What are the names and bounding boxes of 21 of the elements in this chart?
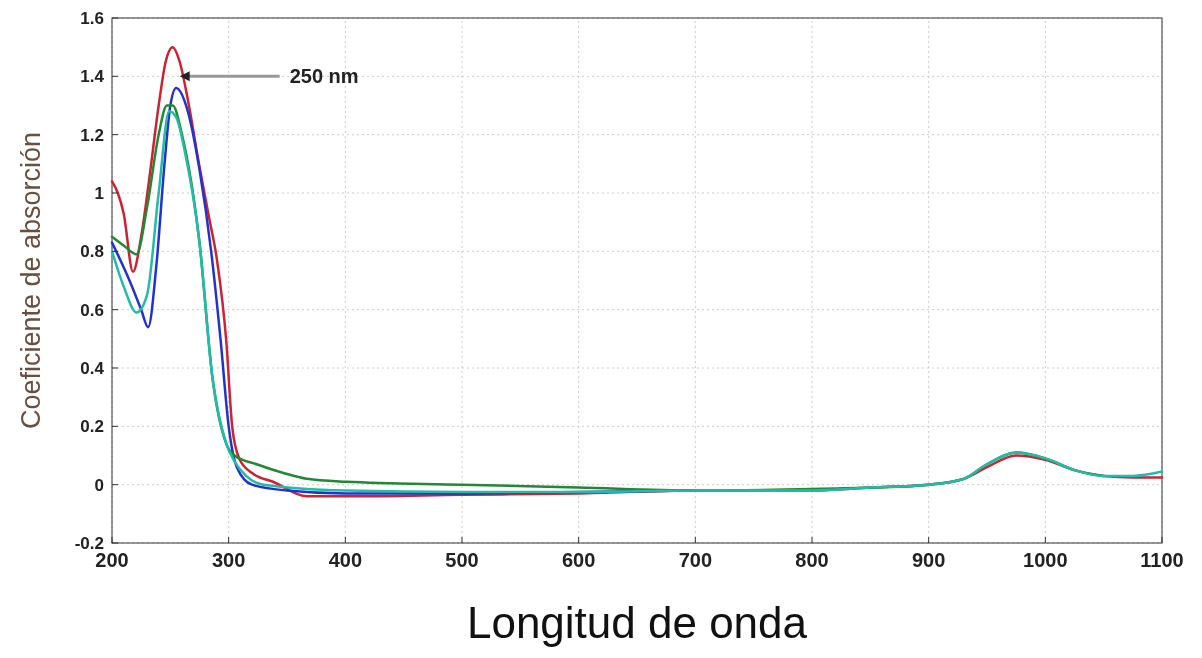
x-tick-label: 400 <box>328 549 363 571</box>
y-tick-label: 1.6 <box>80 9 104 28</box>
y-tick-label: 1.2 <box>80 125 104 145</box>
x-tick-label: 900 <box>911 549 946 571</box>
x-tick-label: 1000 <box>1023 549 1068 571</box>
y-tick-label: 0.2 <box>80 417 104 437</box>
y-tick-label: 1.4 <box>80 67 105 87</box>
x-tick-label: 700 <box>678 549 713 571</box>
y-tick-label: 0.8 <box>80 242 104 262</box>
x-tick-label: 500 <box>445 549 479 571</box>
x-tick-label: 300 <box>211 549 246 571</box>
y-tick-label: 0 <box>94 475 104 495</box>
x-tick-label: 800 <box>795 549 829 571</box>
y-tick-label: 0.4 <box>80 359 105 378</box>
y-tick-label: 1 <box>94 184 104 203</box>
y-axis-title: Coeficiente de absorción <box>16 131 46 430</box>
y-tick-label: 0.6 <box>80 300 104 320</box>
annotation: 250 nm <box>289 65 359 88</box>
x-tick-label: 600 <box>561 549 596 571</box>
x-tick-label: 1100 <box>1140 549 1184 571</box>
x-axis-title: Longitud de onda <box>466 598 808 647</box>
